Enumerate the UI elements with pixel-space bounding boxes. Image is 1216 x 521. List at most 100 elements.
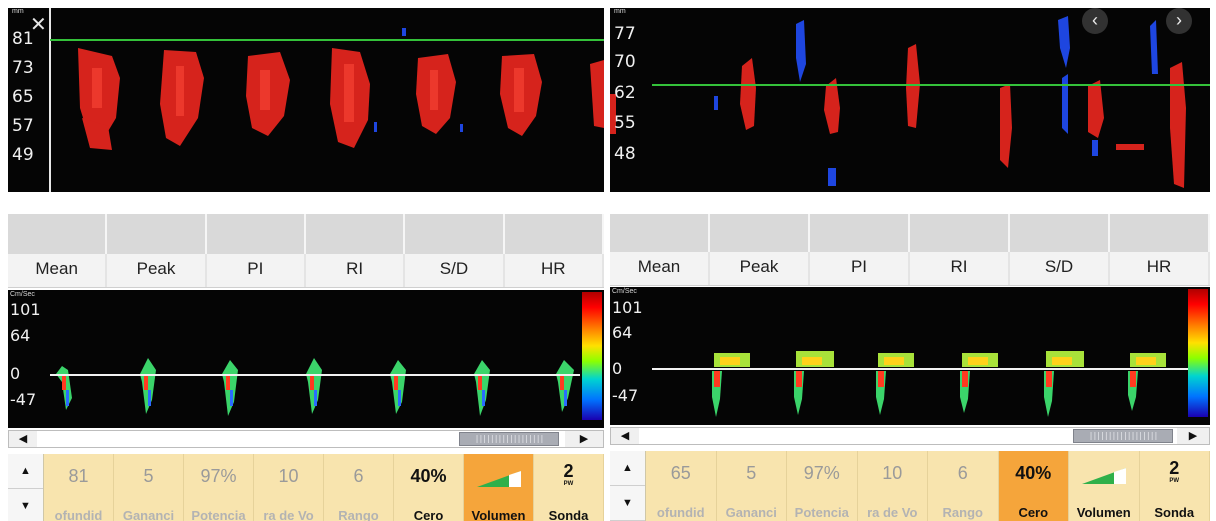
control-value: 40% bbox=[1015, 463, 1052, 483]
scroll-right-icon[interactable]: ▶ bbox=[565, 431, 603, 447]
control-label: Cero bbox=[413, 508, 444, 521]
m-mode-unit-label: mm bbox=[12, 8, 24, 15]
decrease-icon[interactable]: ▼ bbox=[8, 489, 43, 521]
control-volume[interactable]: Volumen bbox=[464, 454, 534, 521]
measurement-hr[interactable]: HR bbox=[1110, 252, 1210, 285]
control-label: Volumen bbox=[471, 508, 526, 521]
measurement-sd[interactable]: S/D bbox=[405, 254, 505, 287]
prev-icon[interactable]: ‹ bbox=[1082, 8, 1108, 34]
control-probe[interactable]: 2 PW Sonda bbox=[534, 454, 604, 521]
measurement-value-cell bbox=[810, 214, 910, 252]
m-mode-tick: 55 bbox=[614, 113, 636, 133]
measurement-sd[interactable]: S/D bbox=[1010, 252, 1110, 285]
control-zero[interactable]: 40% Cero bbox=[998, 451, 1069, 521]
m-mode-display: mm 77 70 62 55 48 ‹ › bbox=[610, 8, 1210, 192]
color-scale-bar bbox=[1188, 289, 1208, 417]
control-sample-volume[interactable]: 10 ra de Vo bbox=[254, 454, 324, 521]
decrease-icon[interactable]: ▼ bbox=[610, 486, 645, 521]
measurement-header-row: Mean Peak PI RI S/D HR bbox=[8, 254, 604, 288]
control-volume[interactable]: Volumen bbox=[1069, 451, 1140, 521]
control-value: 6 bbox=[957, 463, 968, 483]
control-value: 2 bbox=[563, 461, 574, 481]
spectral-unit-label: Cm/Sec bbox=[10, 291, 35, 298]
control-zero[interactable]: 40% Cero bbox=[394, 454, 464, 521]
increase-icon[interactable]: ▲ bbox=[8, 454, 43, 489]
measurement-value-row bbox=[610, 214, 1210, 252]
spectral-waveform bbox=[712, 351, 1166, 417]
spectral-tick: 101 bbox=[612, 298, 643, 317]
volume-ramp-icon bbox=[476, 471, 521, 487]
spectral-baseline[interactable] bbox=[652, 368, 1192, 370]
cine-scrollbar[interactable]: ◀ |||||||||||||||||| ▶ bbox=[610, 427, 1210, 445]
measurement-mean[interactable]: Mean bbox=[610, 252, 710, 285]
increase-icon[interactable]: ▲ bbox=[610, 451, 645, 486]
control-value: 5 bbox=[143, 466, 154, 486]
measurement-ri[interactable]: RI bbox=[306, 254, 406, 287]
control-range[interactable]: 6 Rango bbox=[928, 451, 999, 521]
m-mode-tick: 73 bbox=[12, 58, 34, 78]
measurement-ri[interactable]: RI bbox=[910, 252, 1010, 285]
control-label: Sonda bbox=[1154, 505, 1195, 520]
value-spinner: ▲ ▼ bbox=[8, 454, 44, 521]
measurement-value-cell bbox=[504, 214, 604, 254]
gate-line[interactable] bbox=[50, 39, 604, 41]
measurement-peak[interactable]: Peak bbox=[107, 254, 207, 287]
control-gain[interactable]: 5 Gananci bbox=[114, 454, 184, 521]
control-power[interactable]: 97% Potencia bbox=[787, 451, 858, 521]
control-depth[interactable]: 81 ofundid bbox=[44, 454, 114, 521]
spectral-baseline[interactable] bbox=[50, 374, 580, 376]
measurement-mean[interactable]: Mean bbox=[8, 254, 108, 287]
control-label: Cero bbox=[1018, 505, 1049, 520]
control-gain[interactable]: 5 Gananci bbox=[717, 451, 787, 521]
spectral-unit-label: Cm/Sec bbox=[612, 288, 637, 295]
control-label: Sonda bbox=[548, 508, 589, 521]
cine-scrollbar[interactable]: ◀ |||||||||||||||||| ▶ bbox=[8, 430, 604, 448]
control-range[interactable]: 6 Rango bbox=[324, 454, 394, 521]
close-icon[interactable]: ✕ bbox=[30, 14, 47, 36]
spectral-tick: 101 bbox=[10, 300, 41, 319]
control-label: ra de Vo bbox=[867, 505, 918, 520]
m-mode-tick: 62 bbox=[614, 83, 636, 103]
spectral-tick: -47 bbox=[10, 390, 37, 409]
measurement-pi[interactable]: PI bbox=[207, 254, 306, 287]
color-scale-bar bbox=[582, 292, 602, 420]
m-mode-axis bbox=[49, 8, 51, 192]
scroll-left-icon[interactable]: ◀ bbox=[9, 431, 37, 447]
control-bar: ▲ ▼ 65 ofundid 5 Gananci 97% Potencia 10… bbox=[610, 451, 1210, 521]
volume-ramp-icon bbox=[1081, 468, 1126, 484]
measurement-value-row bbox=[8, 214, 604, 254]
control-label: Gananci bbox=[122, 508, 175, 521]
scroll-left-icon[interactable]: ◀ bbox=[611, 428, 639, 444]
control-label: ofundid bbox=[54, 508, 103, 521]
control-label: Gananci bbox=[725, 505, 777, 520]
measurement-pi[interactable]: PI bbox=[810, 252, 910, 285]
spectral-tick: 0 bbox=[612, 359, 623, 378]
control-value: 97% bbox=[200, 466, 237, 486]
measurement-value-cell bbox=[305, 214, 406, 254]
control-label: Rango bbox=[338, 508, 379, 521]
control-label: Rango bbox=[942, 505, 983, 520]
control-label: Potencia bbox=[191, 508, 246, 521]
m-mode-tick: 57 bbox=[12, 116, 34, 136]
measurement-value-cell bbox=[206, 214, 306, 254]
measurement-peak[interactable]: Peak bbox=[710, 252, 810, 285]
measurement-value-cell bbox=[1110, 214, 1210, 252]
measurement-hr[interactable]: HR bbox=[505, 254, 604, 287]
scroll-thumb[interactable]: |||||||||||||||||| bbox=[1073, 429, 1173, 443]
control-power[interactable]: 97% Potencia bbox=[184, 454, 254, 521]
control-depth[interactable]: 65 ofundid bbox=[646, 451, 717, 521]
control-probe[interactable]: 2 PW Sonda bbox=[1140, 451, 1210, 521]
control-value: 97% bbox=[803, 463, 840, 483]
scroll-thumb[interactable]: |||||||||||||||||| bbox=[459, 432, 559, 446]
control-label: Volumen bbox=[1076, 505, 1131, 520]
control-sample-volume[interactable]: 10 ra de Vo bbox=[858, 451, 928, 521]
gate-line[interactable] bbox=[652, 84, 1210, 86]
control-label: ra de Vo bbox=[263, 508, 314, 521]
control-label: ofundid bbox=[656, 505, 705, 520]
next-icon[interactable]: › bbox=[1166, 8, 1192, 34]
m-mode-tick: 77 bbox=[614, 24, 636, 44]
scroll-right-icon[interactable]: ▶ bbox=[1177, 428, 1209, 444]
measurement-value-cell bbox=[405, 214, 505, 254]
measurement-value-cell bbox=[710, 214, 810, 252]
control-value: 81 bbox=[68, 466, 89, 486]
